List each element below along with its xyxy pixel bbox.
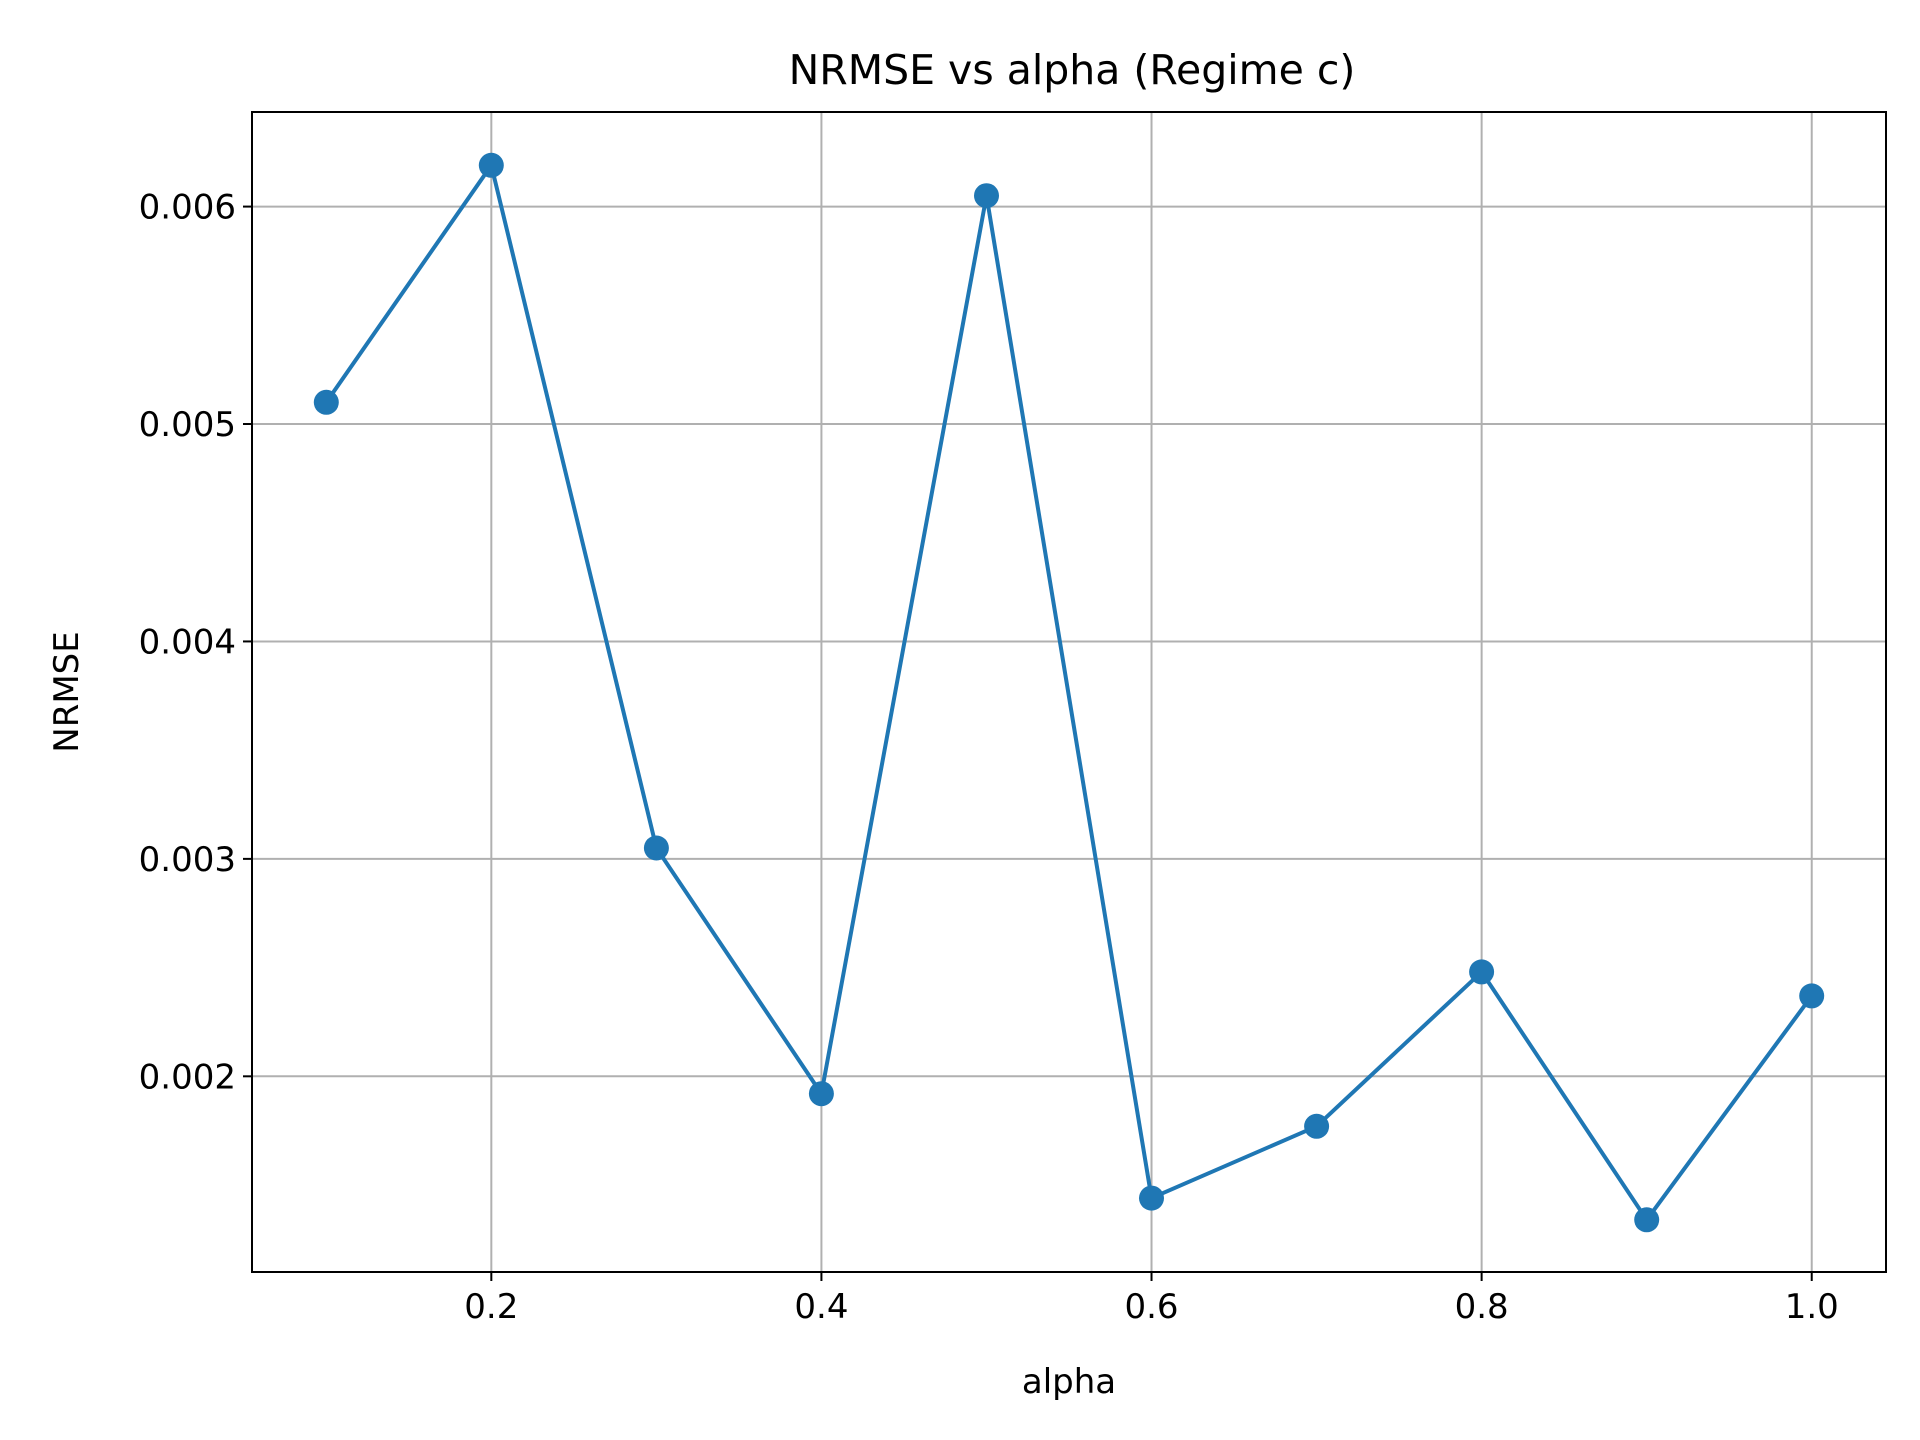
y-tick-label: 0.006	[139, 188, 236, 228]
plot-frame	[251, 111, 1887, 1273]
x-tick-label: 0.6	[1124, 1287, 1178, 1327]
data-point	[1634, 1207, 1660, 1233]
x-axis: 0.2 0.4 0.6 0.8 1.0	[464, 1272, 1839, 1327]
y-axis-label: NRMSE	[47, 631, 87, 752]
data-point	[974, 183, 999, 209]
x-tick-label: 0.8	[1455, 1287, 1509, 1327]
x-tick-label: 1.0	[1785, 1287, 1839, 1327]
x-tick-label: 0.4	[794, 1287, 848, 1327]
data-point	[643, 835, 669, 861]
data-point	[478, 152, 504, 178]
y-tick-label: 0.002	[139, 1057, 236, 1097]
data-point	[808, 1081, 834, 1107]
data-point	[1139, 1185, 1164, 1211]
data-point	[1304, 1113, 1330, 1139]
chart-title: NRMSE vs alpha (Regime c)	[789, 46, 1356, 94]
y-tick-label: 0.004	[139, 622, 236, 662]
y-axis: 0.002 0.003 0.004 0.005 0.006	[139, 188, 252, 1097]
x-tick-label: 0.2	[464, 1287, 518, 1327]
x-axis-label: alpha	[1022, 1362, 1116, 1402]
series-line	[323, 163, 1815, 1222]
data-point	[313, 389, 339, 415]
grid-lines	[252, 112, 1886, 1272]
data-point	[1799, 983, 1825, 1009]
plot-area	[251, 111, 1887, 1273]
data-point	[1469, 959, 1495, 985]
data-series	[313, 152, 1825, 1233]
y-tick-label: 0.003	[139, 840, 236, 880]
y-tick-label: 0.005	[139, 405, 236, 445]
